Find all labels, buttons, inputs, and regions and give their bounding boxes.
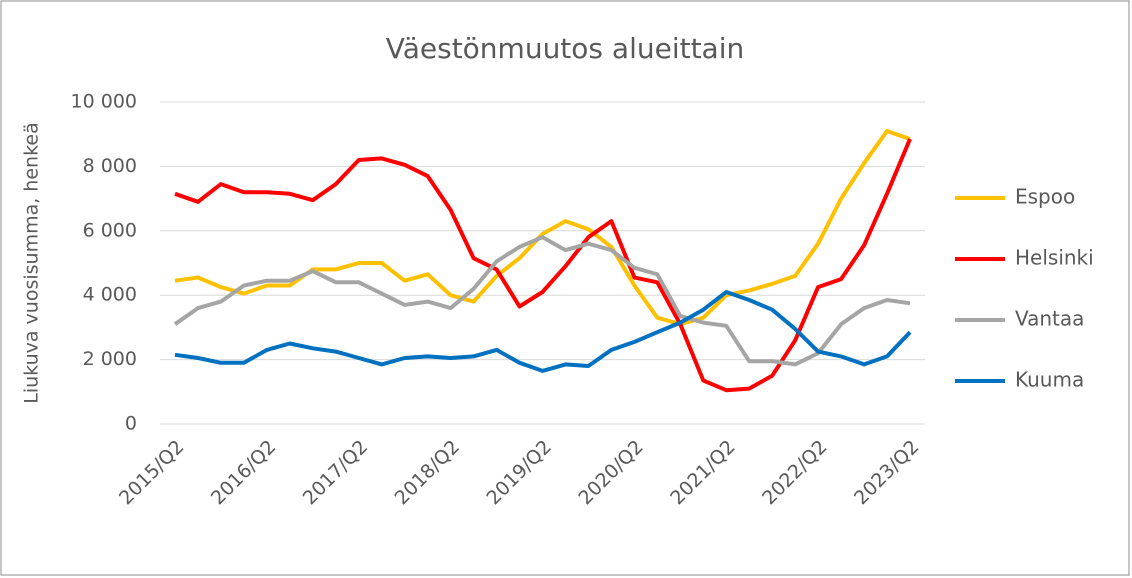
legend-label: Vantaa [1015, 307, 1084, 331]
series-line [174, 129, 911, 327]
series-line [174, 290, 912, 373]
y-axis-label: Liukuva vuosisumma, henkeä [21, 122, 43, 404]
legend-label: Helsinki [1015, 246, 1094, 270]
legend-label: Kuuma [1015, 368, 1084, 392]
y-tick-label: 10 000 [71, 91, 137, 113]
y-tick-label: 6 000 [83, 219, 137, 241]
y-tick-label: 0 [125, 413, 137, 435]
y-tick-label: 8 000 [83, 155, 137, 177]
y-tick-label: 2 000 [83, 348, 137, 370]
legend-label: Espoo [1015, 185, 1075, 209]
series-line [173, 235, 911, 367]
y-tick-label: 4 000 [83, 284, 137, 306]
chart-title: Väestönmuutos alueittain [386, 32, 745, 65]
series-line [174, 138, 912, 393]
